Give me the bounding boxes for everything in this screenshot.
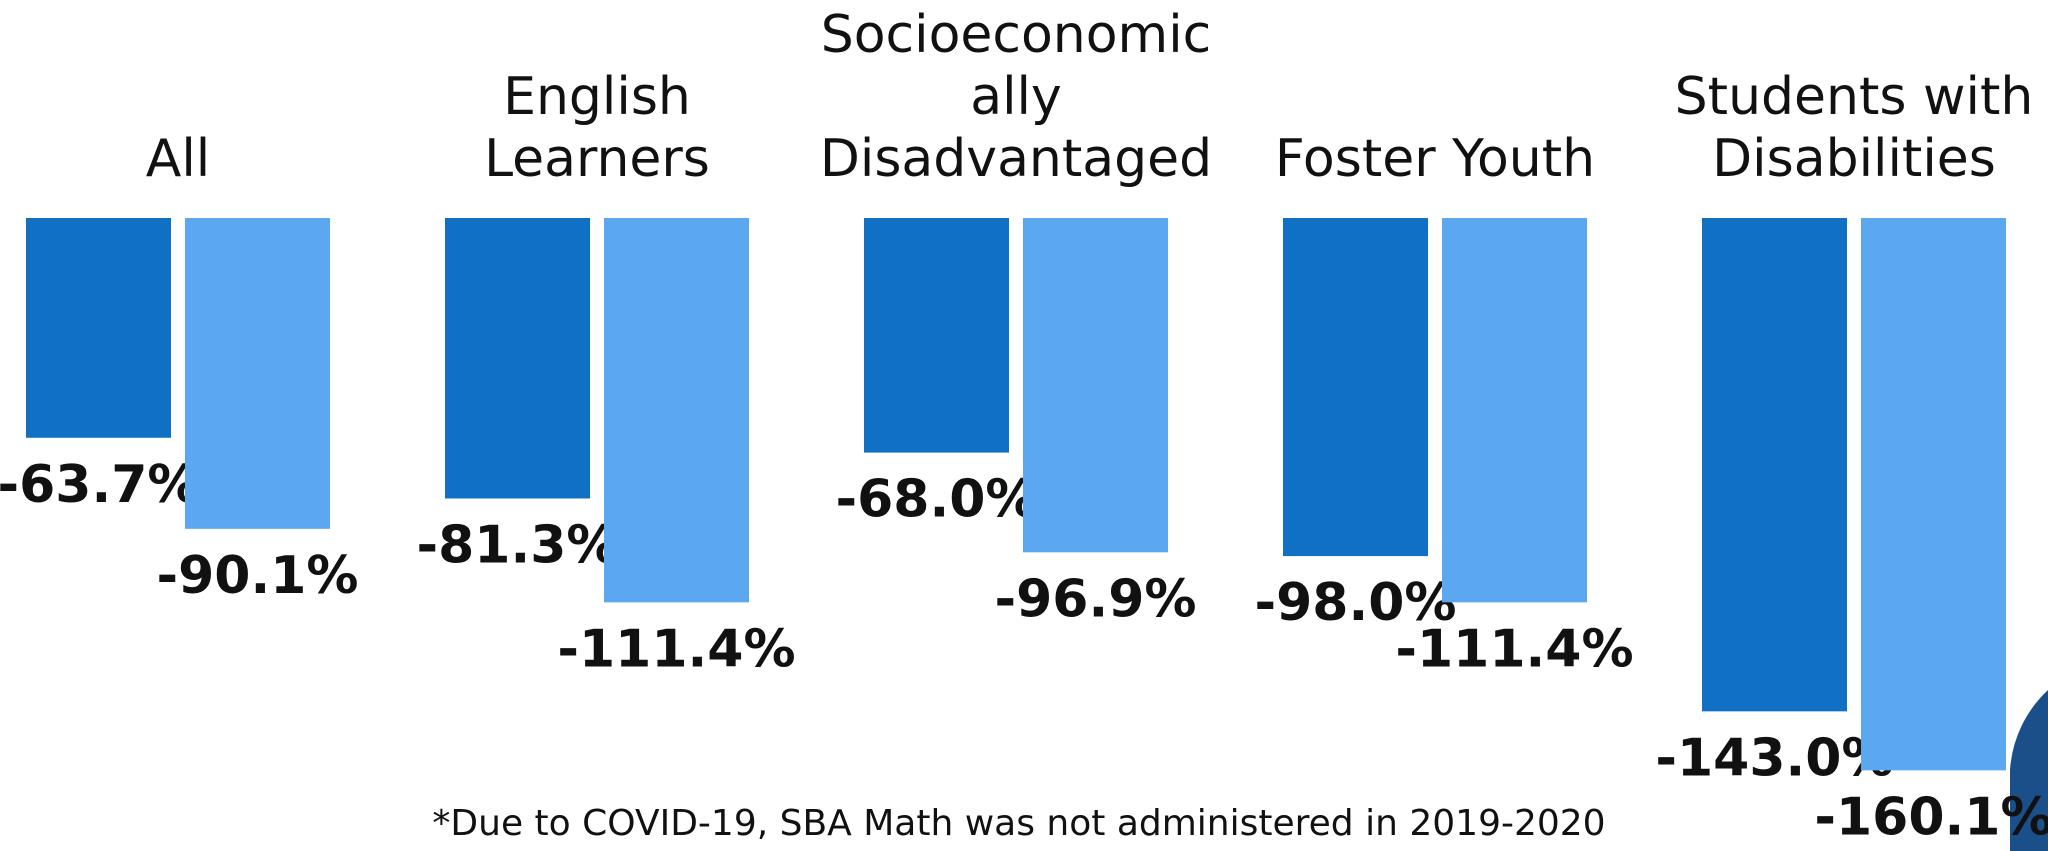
bar (1702, 218, 1847, 712)
value-label: -81.3% (417, 515, 619, 575)
value-label: -63.7% (0, 455, 199, 515)
category-label: Foster Youth (1274, 129, 1596, 189)
value-label: -111.4% (557, 619, 795, 679)
bar (445, 218, 590, 499)
value-label: -143.0% (1655, 728, 1893, 788)
bar (1442, 218, 1587, 603)
value-label: -111.4% (1395, 619, 1633, 679)
category-label: All (145, 129, 211, 189)
bar (185, 218, 330, 529)
value-label: -90.1% (157, 546, 359, 606)
bar (1861, 218, 2006, 771)
footnote: *Due to COVID-19, SBA Math was not admin… (432, 803, 1605, 844)
category-label: Students with Disabilities (1674, 67, 2034, 189)
bar (864, 218, 1009, 453)
value-label: -68.0% (836, 470, 1038, 530)
value-label: -98.0% (1255, 573, 1457, 633)
decoration (2010, 690, 2048, 851)
bar (604, 218, 749, 603)
value-label: -96.9% (995, 569, 1197, 629)
category-label: English Learners (484, 67, 710, 189)
bar (1283, 218, 1428, 557)
bar (26, 218, 171, 438)
category-label: Socioeconomically Disadvantaged (819, 5, 1213, 189)
bar (1023, 218, 1168, 553)
value-label: -160.1% (1814, 787, 2048, 847)
